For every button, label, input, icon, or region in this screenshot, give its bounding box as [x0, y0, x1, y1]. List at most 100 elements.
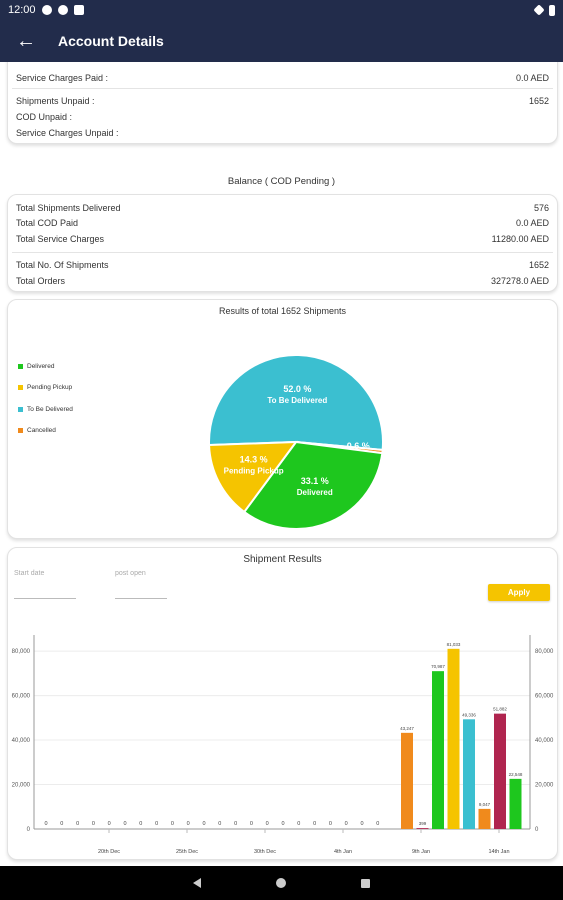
status-time: 12:00	[8, 4, 36, 16]
y-tick-label-right: 20,000	[535, 783, 554, 789]
bar-zero-label: 0	[187, 821, 190, 827]
legend-swatch	[18, 364, 23, 369]
y-tick-label-left: 40,000	[12, 738, 31, 744]
service-charges-unpaid-row: Service Charges Unpaid :	[16, 128, 119, 138]
bar-zero-label: 0	[92, 821, 95, 827]
bar-zero-label: 0	[76, 821, 79, 827]
bar-zero-label: 0	[250, 821, 253, 827]
bar-zero-label: 0	[44, 821, 47, 827]
bar-value-label: 399	[419, 821, 427, 826]
y-tick-label-right: 60,000	[535, 694, 554, 700]
wifi-icon	[533, 4, 545, 16]
y-tick-label-right: 40,000	[535, 738, 554, 744]
bar-value-label: 70,987	[431, 664, 445, 669]
total-orders-row: Total Orders 327278.0 AED	[16, 276, 549, 286]
page-title-overlay: Account Details	[58, 33, 164, 49]
bar	[432, 671, 444, 829]
x-tick-label: 4th Jan	[334, 849, 352, 855]
back-button[interactable]: ←	[16, 29, 36, 52]
bar-zero-label: 0	[155, 821, 158, 827]
apply-button[interactable]: Apply	[488, 584, 550, 601]
bar-zero-label: 0	[123, 821, 126, 827]
legend-swatch	[18, 385, 23, 390]
bar	[401, 732, 413, 829]
bar-zero-label: 0	[139, 821, 142, 827]
status-bar: 12:00	[0, 0, 563, 20]
cod-unpaid-row: COD Unpaid :	[16, 112, 73, 122]
bar-value-label: 81,033	[447, 642, 461, 647]
pie-percent-label: 33.1 %	[301, 476, 329, 486]
balance-card: Total Shipments Delivered 576 Total COD …	[7, 194, 558, 292]
bar-chart-title: Shipment Results	[243, 554, 322, 565]
pie-slice-label: Pending Pickup	[224, 466, 284, 475]
bar-zero-label: 0	[234, 821, 237, 827]
bar-zero-label: 0	[202, 821, 205, 827]
bar-value-label: 22,548	[509, 772, 523, 777]
bar-value-label: 43,247	[400, 726, 414, 731]
bar-zero-label: 0	[329, 821, 332, 827]
bar-zero-label: 0	[376, 821, 379, 827]
start-date-underline	[14, 598, 76, 599]
divider	[12, 88, 553, 89]
bar-zero-label: 0	[345, 821, 348, 827]
pie-slice-label: Delivered	[297, 488, 333, 497]
end-date-input[interactable]: post open	[115, 570, 146, 577]
y-tick-label-left: 20,000	[12, 783, 31, 789]
y-tick-label-right: 0	[535, 827, 539, 833]
bar-zero-label: 0	[60, 821, 63, 827]
pie-slice-to-be-delivered	[208, 354, 384, 451]
bar-zero-label: 0	[266, 821, 269, 827]
divider	[12, 252, 553, 253]
y-tick-label-left: 0	[27, 827, 31, 833]
total-service-charges-row: Total Service Charges 11280.00 AED	[16, 234, 549, 244]
bar	[509, 778, 522, 829]
bar-zero-label: 0	[108, 821, 111, 827]
legend-cancelled: Cancelled	[18, 427, 56, 434]
bar	[416, 828, 429, 829]
pie-percent-label: 14.3 %	[240, 454, 268, 464]
total-shipments-delivered-row: Total Shipments Delivered 576	[16, 203, 549, 213]
service-charges-paid-row: Service Charges Paid : 0.0 AED	[16, 73, 549, 83]
bar-value-label: 51,882	[493, 707, 507, 712]
bar-zero-label: 0	[218, 821, 221, 827]
y-tick-label-right: 80,000	[535, 649, 554, 655]
pie-chart-card: Results of total 1652 Shipments Delivere…	[7, 299, 558, 539]
balance-title: Balance ( COD Pending )	[227, 176, 336, 187]
pie-percent-label: 52.0 %	[283, 384, 311, 394]
legend-delivered: Delivered	[18, 363, 54, 370]
legend-to-be-delivered: To Be Delivered	[18, 406, 73, 413]
x-tick-label: 14th Jan	[488, 849, 509, 855]
bar-zero-label: 0	[281, 821, 284, 827]
total-shipments-row: Total No. Of Shipments 1652	[16, 260, 549, 270]
bar-zero-label: 0	[313, 821, 316, 827]
battery-icon	[549, 4, 555, 16]
bar	[447, 648, 460, 829]
bar	[463, 719, 475, 829]
x-tick-label: 25th Dec	[176, 849, 198, 855]
bar-zero-label: 0	[297, 821, 300, 827]
x-tick-label: 9th Jan	[412, 849, 430, 855]
legend-pending-pickup: Pending Pickup	[18, 384, 72, 391]
bar-zero-label: 0	[360, 821, 363, 827]
y-tick-label-left: 60,000	[12, 694, 31, 700]
app-bar-overlay: ← Account Details	[0, 20, 563, 62]
shipments-unpaid-row: Shipments Unpaid : 1652	[16, 96, 549, 106]
app-notification-icon	[57, 5, 68, 15]
start-date-input[interactable]: Start date	[14, 570, 45, 577]
x-tick-label: 20th Dec	[98, 849, 120, 855]
nav-home-icon[interactable]	[276, 878, 286, 888]
bar-value-label: 49,336	[462, 712, 476, 717]
nav-recents-icon[interactable]	[361, 878, 370, 888]
pie-percent-label: 0.6 %	[347, 441, 370, 451]
pie-slice-pending-pickup	[208, 440, 299, 514]
pie-title: Results of total 1652 Shipments	[218, 306, 347, 316]
sd-card-icon	[73, 5, 84, 15]
nav-back-icon[interactable]	[193, 878, 201, 888]
system-nav-bar	[0, 866, 563, 900]
bar-zero-label: 0	[171, 821, 174, 827]
end-date-underline	[115, 598, 167, 599]
bar-chart: 0 0 20,000 20,000 40,000 40,000 60,000 60,000 80…	[12, 635, 554, 855]
total-cod-paid-row: Total COD Paid 0.0 AED	[16, 218, 549, 228]
pie-slice-label: To Be Delivered	[267, 396, 327, 405]
